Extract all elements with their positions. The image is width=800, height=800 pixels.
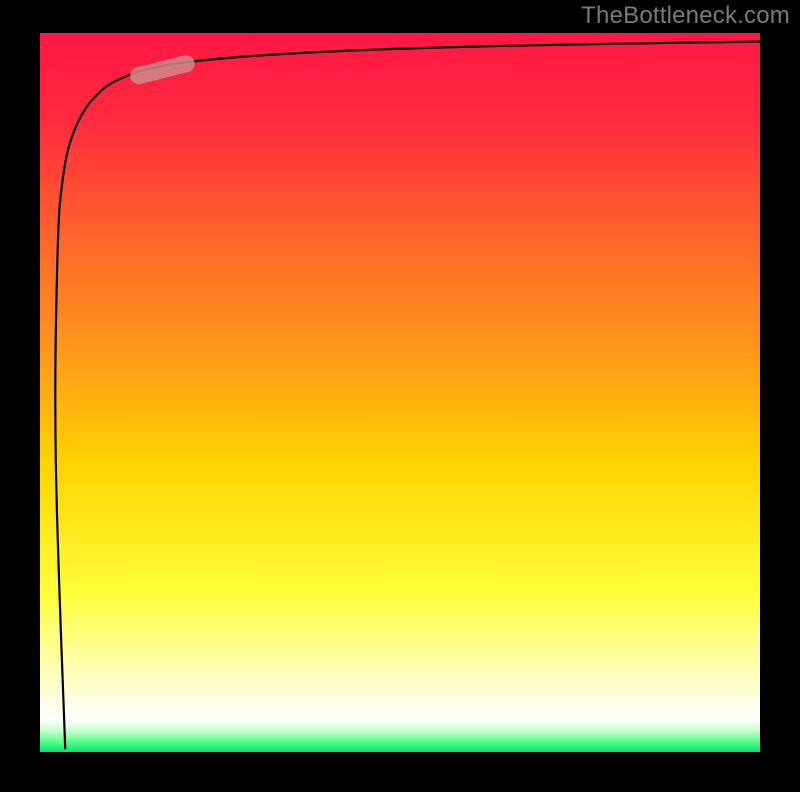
bottleneck-chart bbox=[0, 0, 800, 800]
plot-area-gradient bbox=[40, 33, 760, 752]
chart-container: TheBottleneck.com bbox=[0, 0, 800, 800]
watermark-text: TheBottleneck.com bbox=[581, 2, 790, 30]
